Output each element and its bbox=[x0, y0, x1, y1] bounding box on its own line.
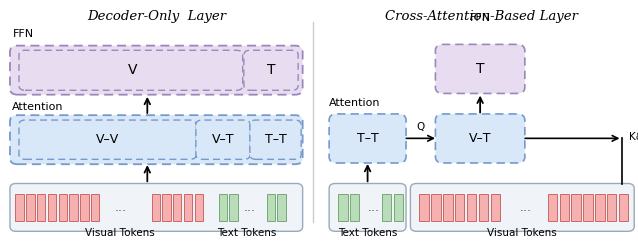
Text: K&V: K&V bbox=[628, 132, 638, 142]
FancyBboxPatch shape bbox=[250, 120, 301, 159]
Text: ...: ... bbox=[243, 201, 255, 214]
Bar bbox=[350, 194, 359, 221]
Bar bbox=[173, 194, 181, 221]
Text: Decoder-Only  Layer: Decoder-Only Layer bbox=[87, 10, 226, 23]
Bar bbox=[547, 194, 557, 221]
Bar bbox=[455, 194, 464, 221]
FancyBboxPatch shape bbox=[329, 114, 406, 163]
Bar bbox=[151, 194, 160, 221]
Bar bbox=[219, 194, 227, 221]
Text: ...: ... bbox=[519, 201, 531, 214]
Text: Q: Q bbox=[417, 122, 425, 132]
Text: T–T: T–T bbox=[357, 132, 378, 145]
Bar bbox=[382, 194, 391, 221]
FancyBboxPatch shape bbox=[10, 46, 302, 95]
Text: Cross-Attention-Based Layer: Cross-Attention-Based Layer bbox=[385, 10, 578, 23]
Text: FFN: FFN bbox=[470, 13, 491, 23]
FancyBboxPatch shape bbox=[19, 50, 242, 90]
Bar bbox=[162, 194, 171, 221]
Bar bbox=[338, 194, 348, 221]
Text: V–T: V–T bbox=[469, 132, 491, 145]
FancyBboxPatch shape bbox=[196, 120, 250, 159]
Bar bbox=[230, 194, 238, 221]
FancyBboxPatch shape bbox=[10, 115, 302, 164]
Text: Visual Tokens: Visual Tokens bbox=[85, 228, 155, 238]
Bar bbox=[184, 194, 192, 221]
Bar bbox=[431, 194, 441, 221]
Bar bbox=[80, 194, 89, 221]
FancyBboxPatch shape bbox=[410, 183, 634, 231]
Text: V–V: V–V bbox=[96, 133, 119, 146]
Bar bbox=[37, 194, 45, 221]
Text: FFN: FFN bbox=[12, 29, 34, 39]
FancyBboxPatch shape bbox=[435, 114, 525, 163]
Bar bbox=[91, 194, 100, 221]
Text: V–T: V–T bbox=[212, 133, 234, 146]
FancyBboxPatch shape bbox=[19, 120, 197, 159]
Text: ...: ... bbox=[368, 201, 380, 214]
Bar bbox=[467, 194, 477, 221]
Bar bbox=[572, 194, 581, 221]
Text: Text Tokens: Text Tokens bbox=[338, 228, 397, 238]
Bar bbox=[26, 194, 34, 221]
Bar bbox=[48, 194, 56, 221]
FancyBboxPatch shape bbox=[10, 183, 302, 231]
FancyBboxPatch shape bbox=[244, 50, 298, 90]
Bar bbox=[619, 194, 628, 221]
Bar bbox=[607, 194, 616, 221]
Bar bbox=[560, 194, 569, 221]
Text: Attention: Attention bbox=[329, 98, 380, 108]
Bar bbox=[479, 194, 488, 221]
Bar bbox=[443, 194, 452, 221]
Bar bbox=[267, 194, 275, 221]
Bar bbox=[394, 194, 403, 221]
Text: T: T bbox=[267, 63, 276, 77]
Text: ...: ... bbox=[114, 201, 126, 214]
Bar bbox=[15, 194, 24, 221]
Bar bbox=[419, 194, 429, 221]
Text: Visual Tokens: Visual Tokens bbox=[487, 228, 557, 238]
Text: T–T: T–T bbox=[265, 133, 286, 146]
Bar bbox=[70, 194, 78, 221]
Bar bbox=[195, 194, 203, 221]
Bar bbox=[583, 194, 593, 221]
FancyBboxPatch shape bbox=[329, 183, 406, 231]
Bar bbox=[59, 194, 67, 221]
Bar bbox=[595, 194, 605, 221]
Bar bbox=[278, 194, 286, 221]
Text: Text Tokens: Text Tokens bbox=[216, 228, 276, 238]
Text: T: T bbox=[476, 62, 484, 76]
Text: V: V bbox=[128, 63, 137, 77]
FancyBboxPatch shape bbox=[435, 44, 525, 93]
Text: Attention: Attention bbox=[12, 102, 64, 112]
Bar bbox=[491, 194, 500, 221]
